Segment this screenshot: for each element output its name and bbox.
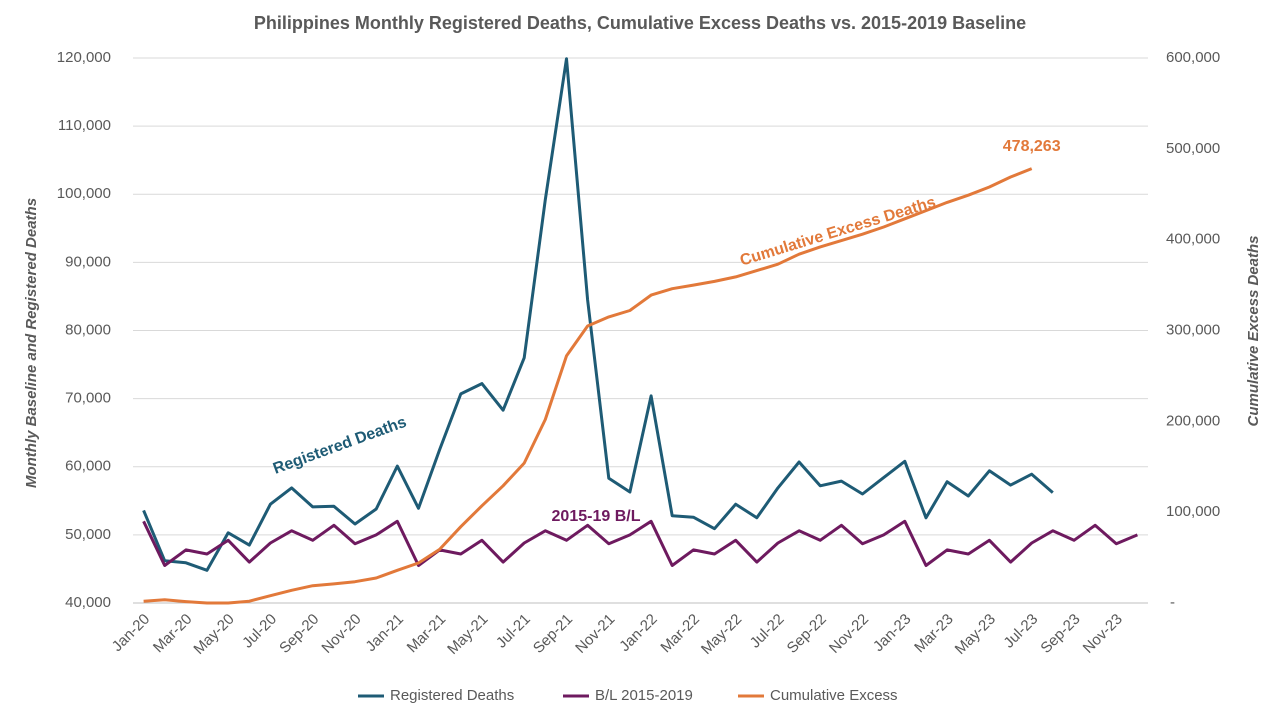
x-tick-label: Mar-22 bbox=[657, 611, 703, 657]
x-tick-label: May-23 bbox=[952, 611, 999, 658]
y-axis-label: Monthly Baseline and Registered Deaths bbox=[23, 198, 40, 488]
x-tick-label: Jul-20 bbox=[239, 611, 280, 652]
y-tick-label: 100,000 bbox=[57, 185, 111, 202]
y2-tick-label: 600,000 bbox=[1166, 49, 1220, 66]
y2-tick-label: 300,000 bbox=[1166, 321, 1220, 338]
x-tick-label: May-20 bbox=[190, 611, 237, 658]
annotation: Registered Deaths bbox=[271, 414, 409, 478]
series-line bbox=[143, 167, 1033, 605]
x-tick-label: Nov-23 bbox=[1080, 611, 1126, 657]
x-tick-label: Nov-21 bbox=[572, 611, 618, 657]
y2-tick-label: 100,000 bbox=[1166, 503, 1220, 520]
x-tick-label: Jul-21 bbox=[493, 611, 534, 652]
x-tick-label: Nov-22 bbox=[826, 611, 872, 657]
x-tick-label: Mar-23 bbox=[911, 611, 957, 657]
y-tick-label: 70,000 bbox=[65, 390, 111, 407]
legend-label: Registered Deaths bbox=[390, 687, 514, 704]
x-tick-label: May-21 bbox=[444, 611, 491, 658]
x-tick-label: Mar-20 bbox=[150, 611, 196, 657]
x-tick-label: Mar-21 bbox=[404, 611, 450, 657]
data-label: 478,263 bbox=[1003, 138, 1061, 155]
y2-tick-label: 500,000 bbox=[1166, 140, 1220, 157]
chart-title: Philippines Monthly Registered Deaths, C… bbox=[254, 13, 1026, 33]
y-tick-label: 60,000 bbox=[65, 458, 111, 475]
y2-tick-label: 400,000 bbox=[1166, 231, 1220, 248]
series-line bbox=[142, 57, 1054, 572]
annotation: 2015-19 B/L bbox=[552, 508, 641, 525]
series-line bbox=[142, 519, 1138, 567]
x-tick-label: Sep-20 bbox=[276, 611, 322, 657]
x-tick-label: Jan-23 bbox=[870, 611, 914, 655]
x-tick-label: Nov-20 bbox=[318, 611, 364, 657]
y2-axis-label: Cumulative Excess Deaths bbox=[1245, 236, 1262, 427]
x-tick-label: Jul-22 bbox=[747, 611, 788, 652]
x-tick-label: Sep-22 bbox=[784, 611, 830, 657]
y2-tick-label: 200,000 bbox=[1166, 412, 1220, 429]
x-tick-label: Jan-22 bbox=[616, 611, 660, 655]
x-tick-label: Jan-21 bbox=[362, 611, 406, 655]
y-tick-label: 80,000 bbox=[65, 321, 111, 338]
y-tick-label: 110,000 bbox=[58, 117, 111, 134]
annotation: Cumulative Excess Deaths bbox=[738, 194, 938, 270]
legend-label: B/L 2015-2019 bbox=[595, 687, 693, 704]
x-tick-label: May-22 bbox=[698, 611, 745, 658]
y-tick-label: 50,000 bbox=[65, 526, 111, 543]
y-tick-label: 120,000 bbox=[57, 49, 111, 66]
y-tick-label: 90,000 bbox=[65, 253, 111, 270]
legend-label: Cumulative Excess bbox=[770, 687, 898, 704]
y-tick-label: 40,000 bbox=[65, 594, 111, 611]
x-tick-label: Jul-23 bbox=[1000, 611, 1041, 652]
x-tick-label: Jan-20 bbox=[109, 611, 153, 655]
x-tick-label: Sep-23 bbox=[1037, 611, 1083, 657]
y2-tick-label: - bbox=[1170, 594, 1175, 611]
x-tick-label: Sep-21 bbox=[530, 611, 576, 657]
